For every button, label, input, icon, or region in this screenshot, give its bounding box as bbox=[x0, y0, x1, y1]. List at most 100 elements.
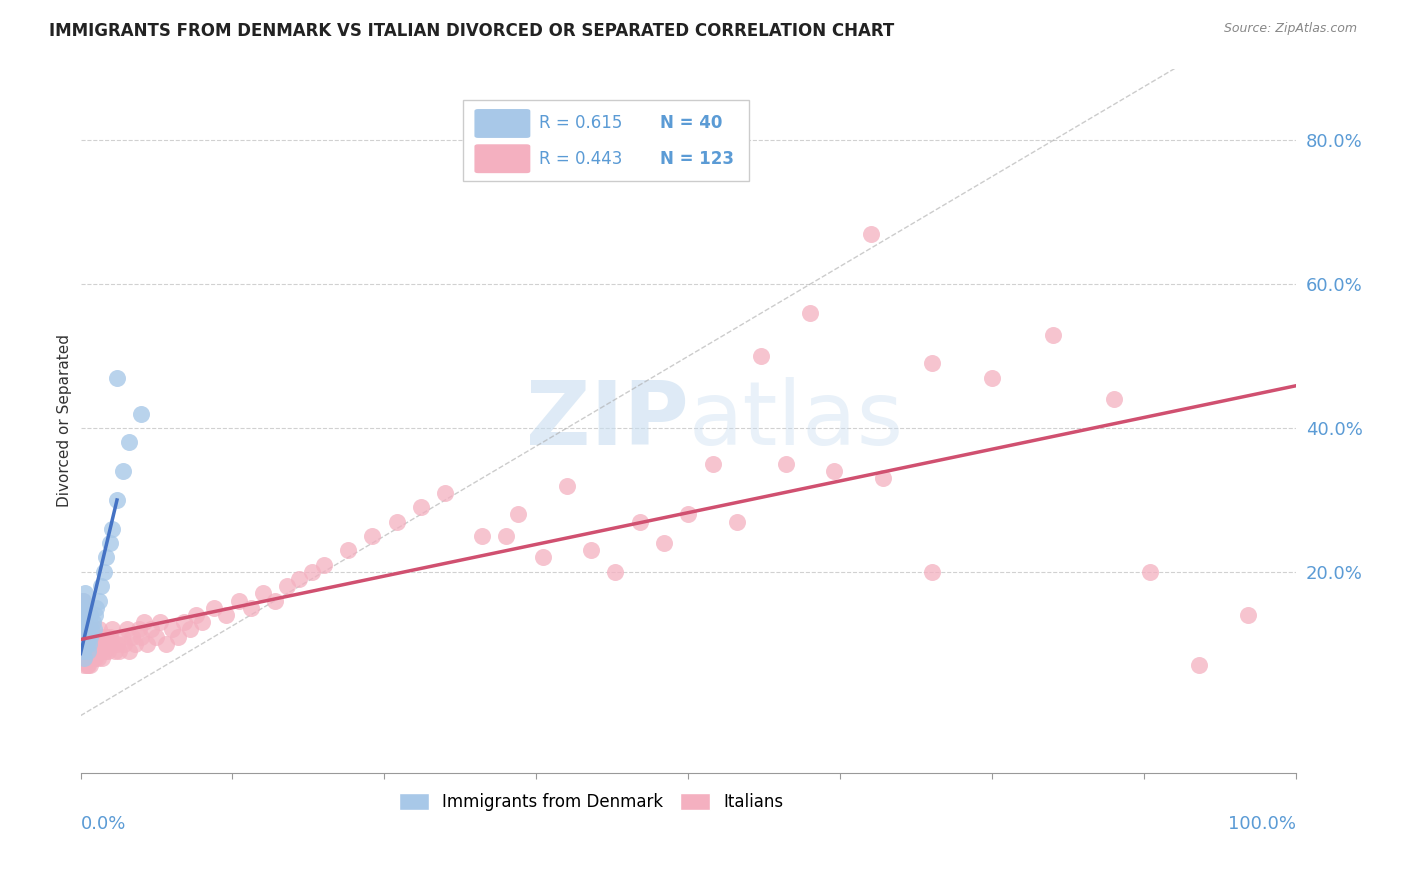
Text: IMMIGRANTS FROM DENMARK VS ITALIAN DIVORCED OR SEPARATED CORRELATION CHART: IMMIGRANTS FROM DENMARK VS ITALIAN DIVOR… bbox=[49, 22, 894, 40]
Point bbox=[72, 630, 94, 644]
Point bbox=[202, 600, 225, 615]
Point bbox=[76, 637, 98, 651]
Point bbox=[91, 651, 114, 665]
Point bbox=[118, 435, 141, 450]
Point bbox=[312, 558, 335, 572]
Point bbox=[75, 630, 97, 644]
Point bbox=[1102, 392, 1125, 407]
Point bbox=[1139, 565, 1161, 579]
Point bbox=[579, 543, 602, 558]
Point bbox=[73, 651, 96, 665]
Point bbox=[252, 586, 274, 600]
Point bbox=[73, 637, 96, 651]
Point bbox=[70, 644, 93, 658]
Point bbox=[605, 565, 627, 579]
Point bbox=[70, 600, 93, 615]
Point bbox=[132, 615, 155, 630]
Point bbox=[799, 306, 821, 320]
Text: atlas: atlas bbox=[689, 377, 904, 465]
Point bbox=[72, 644, 94, 658]
Point bbox=[72, 593, 94, 607]
Point bbox=[702, 457, 724, 471]
Point bbox=[105, 370, 128, 384]
Point bbox=[75, 615, 97, 630]
Point bbox=[301, 565, 323, 579]
Point bbox=[77, 651, 100, 665]
Text: Source: ZipAtlas.com: Source: ZipAtlas.com bbox=[1223, 22, 1357, 36]
Point bbox=[191, 615, 214, 630]
Text: R = 0.615: R = 0.615 bbox=[538, 114, 623, 133]
Point bbox=[90, 630, 112, 644]
FancyBboxPatch shape bbox=[474, 145, 530, 173]
Point bbox=[76, 658, 98, 673]
Point bbox=[76, 623, 98, 637]
Point bbox=[749, 349, 772, 363]
Point bbox=[80, 644, 103, 658]
Text: 0.0%: 0.0% bbox=[80, 815, 127, 833]
Point bbox=[73, 637, 96, 651]
Point bbox=[239, 600, 262, 615]
Point bbox=[75, 644, 97, 658]
Point bbox=[89, 644, 111, 658]
Point bbox=[80, 623, 103, 637]
Point bbox=[184, 607, 207, 622]
FancyBboxPatch shape bbox=[474, 109, 530, 138]
Point bbox=[385, 515, 408, 529]
Point bbox=[79, 630, 101, 644]
Point bbox=[628, 515, 651, 529]
Point bbox=[87, 637, 110, 651]
Point bbox=[678, 508, 700, 522]
Point bbox=[75, 586, 97, 600]
Point bbox=[73, 600, 96, 615]
Point bbox=[72, 593, 94, 607]
Text: N = 40: N = 40 bbox=[661, 114, 723, 133]
Point bbox=[128, 623, 150, 637]
Point bbox=[72, 630, 94, 644]
Point bbox=[145, 630, 167, 644]
Point bbox=[101, 522, 124, 536]
Y-axis label: Divorced or Separated: Divorced or Separated bbox=[58, 334, 72, 508]
Point bbox=[77, 615, 100, 630]
Point bbox=[264, 593, 287, 607]
Point bbox=[471, 529, 494, 543]
Point bbox=[166, 630, 188, 644]
Point bbox=[129, 630, 152, 644]
Point bbox=[872, 471, 894, 485]
Point bbox=[76, 658, 98, 673]
Point bbox=[921, 565, 943, 579]
Point bbox=[652, 536, 675, 550]
Text: R = 0.443: R = 0.443 bbox=[538, 150, 623, 168]
Point bbox=[361, 529, 384, 543]
Point bbox=[79, 637, 101, 651]
Point bbox=[136, 637, 159, 651]
Point bbox=[981, 370, 1004, 384]
Point bbox=[823, 464, 845, 478]
Point bbox=[155, 637, 177, 651]
Point bbox=[76, 623, 98, 637]
Point bbox=[921, 356, 943, 370]
Point bbox=[105, 492, 128, 507]
Point bbox=[73, 651, 96, 665]
Point bbox=[94, 550, 117, 565]
Point bbox=[108, 644, 131, 658]
Point bbox=[76, 623, 98, 637]
Point bbox=[1188, 658, 1211, 673]
Point bbox=[228, 593, 250, 607]
Point bbox=[79, 607, 101, 622]
Point bbox=[103, 644, 125, 658]
Point bbox=[83, 644, 105, 658]
Point bbox=[70, 630, 93, 644]
Point bbox=[77, 644, 100, 658]
Point bbox=[70, 607, 93, 622]
Point bbox=[139, 623, 162, 637]
Point bbox=[86, 630, 108, 644]
Point bbox=[215, 607, 238, 622]
Point bbox=[76, 630, 98, 644]
Point bbox=[80, 630, 103, 644]
Point bbox=[75, 630, 97, 644]
Point bbox=[859, 227, 882, 241]
Point bbox=[75, 600, 97, 615]
Point bbox=[77, 637, 100, 651]
Point bbox=[75, 615, 97, 630]
Point bbox=[98, 630, 121, 644]
